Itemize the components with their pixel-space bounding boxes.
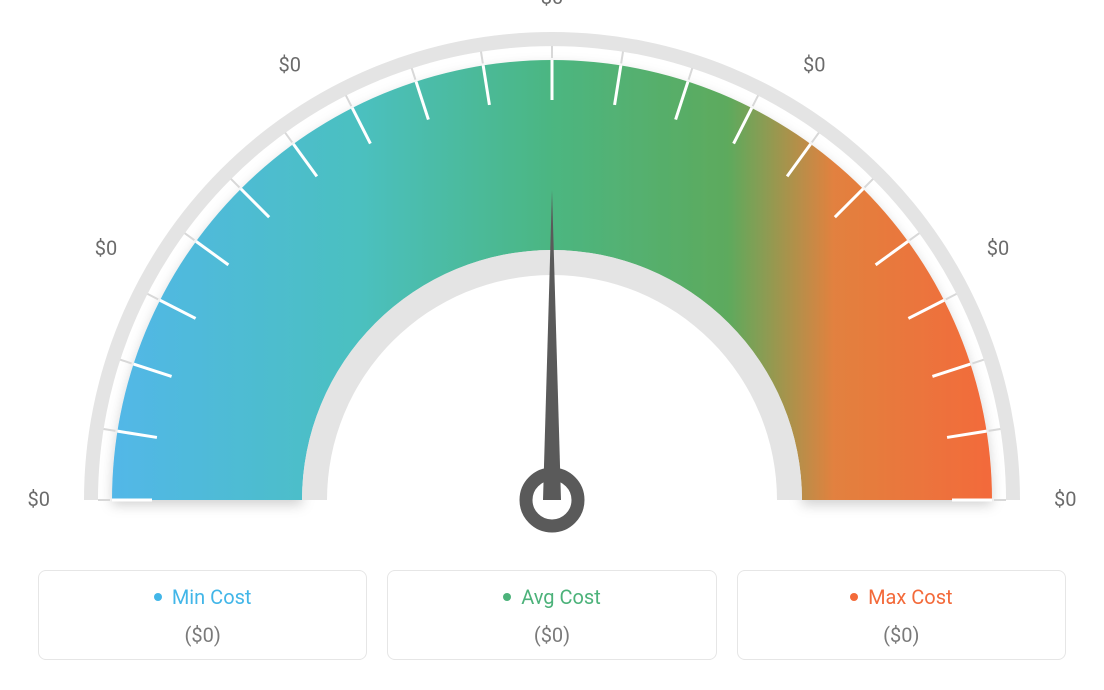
legend-value: ($0) [49,623,356,647]
dot-icon [850,593,858,601]
gauge-area: $0 $0 $0 $0 $0 $0 $0 [0,0,1104,560]
legend-title-max: Max Cost [850,585,953,609]
legend-value: ($0) [748,623,1055,647]
svg-text:$0: $0 [541,0,563,9]
legend-row: Min Cost ($0) Avg Cost ($0) Max Cost ($0… [38,570,1066,660]
legend-title-avg: Avg Cost [503,585,601,609]
legend-value: ($0) [398,623,705,647]
cost-gauge-chart: $0 $0 $0 $0 $0 $0 $0 Min Cost ($0) Avg Cost ($… [0,0,1104,690]
legend-card-min: Min Cost ($0) [38,570,367,660]
dot-icon [154,593,162,601]
gauge-svg: $0 $0 $0 $0 $0 $0 $0 [0,0,1104,560]
legend-title-min: Min Cost [154,585,252,609]
legend-label: Max Cost [868,585,953,609]
legend-label: Avg Cost [521,585,601,609]
dot-icon [503,593,511,601]
svg-text:$0: $0 [28,487,50,511]
svg-text:$0: $0 [95,236,117,260]
svg-text:$0: $0 [1054,487,1076,511]
svg-text:$0: $0 [803,52,825,76]
svg-text:$0: $0 [987,236,1009,260]
svg-text:$0: $0 [279,52,301,76]
legend-label: Min Cost [172,585,252,609]
legend-card-avg: Avg Cost ($0) [387,570,716,660]
legend-card-max: Max Cost ($0) [737,570,1066,660]
